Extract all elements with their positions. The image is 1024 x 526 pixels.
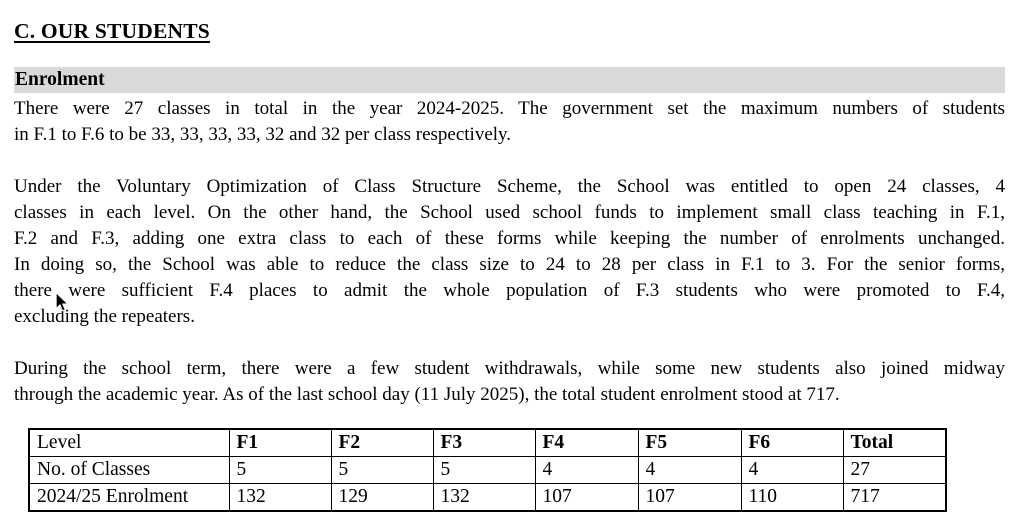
paragraph-line: Under the Voluntary Optimization of Clas… (14, 176, 1005, 197)
cell: 27 (842, 456, 947, 484)
paragraph-class-structure: Under the Voluntary Optimization of Clas… (14, 174, 1005, 330)
paragraph-line: in F.1 to F.6 to be 33, 33, 33, 33, 32 a… (14, 124, 512, 145)
cell: 107 (637, 483, 742, 512)
col-header-total: Total (842, 428, 947, 457)
col-header-f3: F3 (432, 428, 536, 457)
col-header-f6: F6 (740, 428, 844, 457)
paragraph-enrolment-intro: There were 27 classes in total in the ye… (14, 96, 1005, 148)
enrolment-table: Level F1 F2 F3 F4 F5 F6 Total No. of Cla… (28, 428, 947, 512)
table-header-row: Level F1 F2 F3 F4 F5 F6 Total (28, 428, 947, 457)
row-label: No. of Classes (28, 456, 230, 484)
cell: 132 (432, 483, 536, 512)
col-header-f5: F5 (637, 428, 742, 457)
cell: 107 (534, 483, 639, 512)
paragraph-line: During the school term, there were a few… (14, 358, 1005, 379)
paragraph-line: F.2 and F.3, adding one extra class to e… (14, 228, 1005, 249)
cell: 5 (432, 456, 536, 484)
col-header-f1: F1 (228, 428, 332, 457)
col-header-f4: F4 (534, 428, 639, 457)
document-page: C. OUR STUDENTS Enrolment There were 27 … (14, 19, 1005, 512)
paragraph-line: In doing so, the School was able to redu… (14, 254, 1005, 275)
row-label: 2024/25 Enrolment (28, 483, 230, 512)
cell: 110 (740, 483, 844, 512)
cell: 4 (740, 456, 844, 484)
cell: 129 (330, 483, 434, 512)
cell: 4 (637, 456, 742, 484)
paragraph-line: classes in each level. On the other hand… (14, 202, 1005, 223)
paragraph-line: excluding the repeaters. (14, 306, 195, 327)
section-heading: Enrolment (14, 67, 1005, 93)
paragraph-line: through the academic year. As of the las… (14, 384, 840, 405)
col-header-level: Level (28, 428, 230, 457)
page-title: C. OUR STUDENTS (14, 19, 210, 43)
cell: 5 (330, 456, 434, 484)
table-row-classes: No. of Classes 5 5 5 4 4 4 27 (28, 456, 947, 484)
table-row-enrolment: 2024/25 Enrolment 132 129 132 107 107 11… (28, 483, 947, 512)
paragraph-withdrawals: During the school term, there were a few… (14, 356, 1005, 408)
cell: 717 (842, 483, 947, 512)
cell: 4 (534, 456, 639, 484)
cell: 132 (228, 483, 332, 512)
col-header-f2: F2 (330, 428, 434, 457)
cell: 5 (228, 456, 332, 484)
paragraph-line: there were sufficient F.4 places to admi… (14, 280, 1005, 301)
mouse-cursor-icon (55, 292, 69, 312)
paragraph-line: There were 27 classes in total in the ye… (14, 98, 1005, 119)
